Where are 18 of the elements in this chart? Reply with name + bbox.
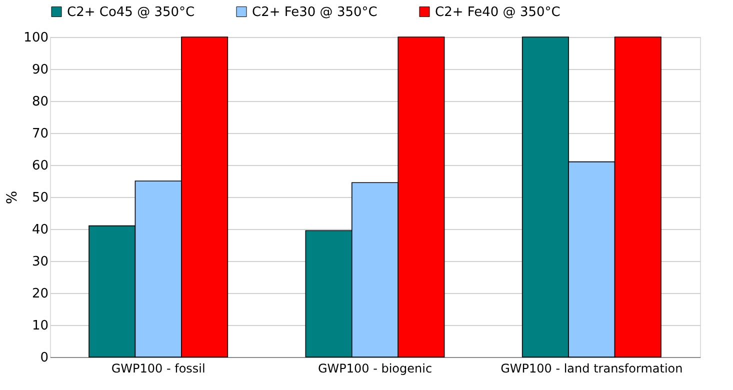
y-axis-title: % <box>4 190 21 204</box>
legend-label: C2+ Fe30 @ 350°C <box>252 4 378 20</box>
y-tick-label: 0 <box>40 350 48 366</box>
x-tick-label: GWP100 - land transformation <box>500 362 683 376</box>
y-tick-label: 50 <box>32 190 48 206</box>
y-tick-label: 60 <box>32 158 48 174</box>
legend-label: C2+ Fe40 @ 350°C <box>435 4 560 20</box>
y-tick-label: 80 <box>32 94 48 110</box>
legend-label: C2+ Co45 @ 350°C <box>67 4 195 20</box>
y-tick-label: 10 <box>32 318 48 334</box>
y-tick-label: 100 <box>24 30 48 46</box>
y-tick-label: 40 <box>32 222 48 238</box>
y-tick-label: 20 <box>32 286 48 302</box>
x-tick-label: GWP100 - fossil <box>111 362 206 376</box>
y-tick-label: 70 <box>32 126 48 142</box>
x-tick-label: GWP100 - biogenic <box>318 362 432 376</box>
y-tick-label: 90 <box>32 62 48 78</box>
y-tick-label: 30 <box>32 254 48 270</box>
